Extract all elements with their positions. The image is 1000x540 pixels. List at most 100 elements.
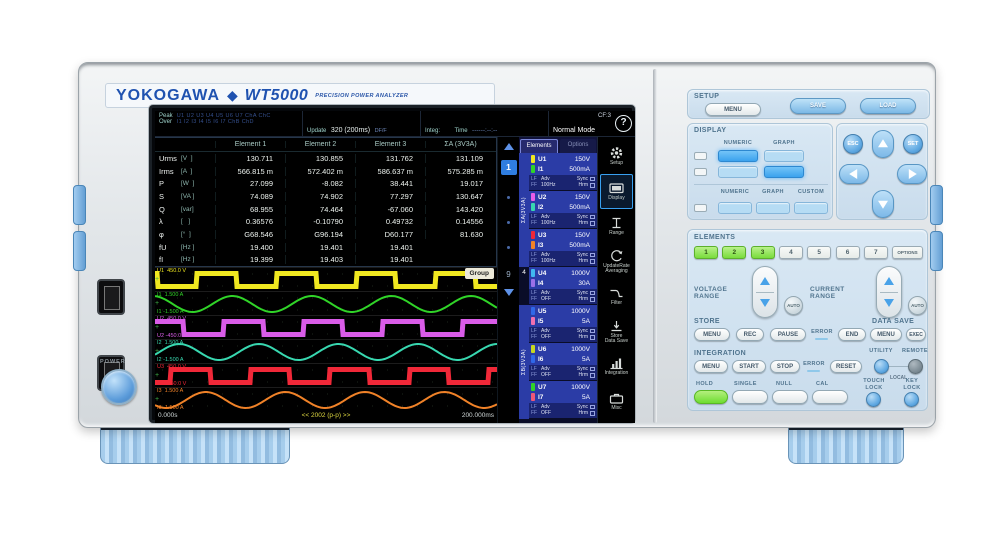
screen-menu-update[interactable]: UpdateRate Averaging xyxy=(598,244,635,279)
screen-menu-label: Range xyxy=(609,230,624,237)
u-color-chip xyxy=(531,307,535,315)
help-icon[interactable]: ? xyxy=(615,115,632,132)
utility-button[interactable] xyxy=(874,359,889,374)
element-key-7[interactable]: 7 xyxy=(863,246,888,259)
screen-menu-range[interactable]: Range xyxy=(598,209,635,244)
i-range: 5A xyxy=(582,393,590,401)
element-config-7[interactable]: U7 1000V I7 5A LF Adv Sync FF OFF Hrm xyxy=(529,381,597,418)
custom-numeric-button[interactable] xyxy=(718,202,752,214)
element-key-6[interactable]: 6 xyxy=(835,246,860,259)
voltage-range-rocker[interactable] xyxy=(752,266,778,318)
display1-numeric-button[interactable] xyxy=(718,150,758,162)
brand-maker: YOKOGAWA xyxy=(116,86,221,104)
arrow-left-button[interactable] xyxy=(839,164,869,184)
data-save-menu-button[interactable]: MENU xyxy=(870,328,902,341)
data-save-exec-button[interactable]: EXEC xyxy=(906,328,926,341)
voltage-auto-button[interactable]: AUTO xyxy=(784,296,803,315)
i-color-chip xyxy=(531,279,535,287)
mode-indicator: Normal Mode xyxy=(553,127,596,134)
current-range-rocker[interactable] xyxy=(876,266,902,318)
u-channel: U2 xyxy=(538,193,547,201)
screen-menu-label: Setup xyxy=(609,160,624,167)
store-pause-button[interactable]: PAUSE xyxy=(770,328,806,341)
integ-menu-button[interactable]: MENU xyxy=(694,360,728,373)
element-key-2[interactable]: 2 xyxy=(722,246,747,259)
function-name: λ xyxy=(159,217,163,227)
store-title: STORE xyxy=(694,318,720,325)
arrow-up-button[interactable] xyxy=(872,130,894,158)
page-last[interactable]: 9 xyxy=(506,270,511,279)
display-indicator-1 xyxy=(694,152,707,160)
unit: [ ] xyxy=(181,218,191,226)
load-button[interactable]: LOAD xyxy=(860,98,916,114)
single-button[interactable] xyxy=(732,390,768,404)
element-config-2[interactable]: U2 150V I2 500mA LF Adv Sync FF 100Hz Hrm xyxy=(529,191,597,228)
page-down-icon[interactable] xyxy=(503,289,514,296)
measurement-value: 143.420 xyxy=(425,204,495,214)
key-lock-button[interactable] xyxy=(904,392,919,407)
display2-numeric-button[interactable] xyxy=(718,166,758,178)
element-config-5[interactable]: U5 1000V I5 5A LF Adv Sync FF OFF Hrm xyxy=(529,305,597,342)
wave-label-top: U2 450.0 V xyxy=(157,316,187,322)
measurement-value: 74.089 xyxy=(215,191,285,201)
element-config-1[interactable]: U1 150V I1 500mA LF Adv Sync FF 100Hz Hrm xyxy=(529,153,597,190)
store-end-button[interactable]: END xyxy=(838,328,866,341)
cal-button[interactable] xyxy=(812,390,848,404)
page-current[interactable]: 1 xyxy=(500,160,517,175)
custom-graph-button[interactable] xyxy=(756,202,790,214)
custom-custom-button[interactable] xyxy=(794,202,828,214)
integ-stop-button[interactable]: STOP xyxy=(770,360,800,373)
display1-graph-button[interactable] xyxy=(764,150,804,162)
setup-menu-button[interactable]: MENU xyxy=(705,103,761,116)
touch-lock-button[interactable] xyxy=(866,392,881,407)
u-range: 1000V xyxy=(571,269,590,277)
tab-elements[interactable]: Elements xyxy=(520,139,558,153)
hold-button[interactable] xyxy=(694,390,728,404)
function-name: Q xyxy=(159,204,165,214)
store-menu-button[interactable]: MENU xyxy=(694,328,730,341)
screen-menu-display[interactable]: Display xyxy=(600,174,633,209)
arrow-right-button[interactable] xyxy=(897,164,927,184)
element-key-1[interactable]: 1 xyxy=(694,246,718,259)
display2-graph-button[interactable] xyxy=(764,166,804,178)
wave-strip-U3: U3 450.0 V U3 -450.0 V + xyxy=(155,363,497,387)
page-up-icon[interactable] xyxy=(503,143,514,150)
element-key-4[interactable]: 4 xyxy=(778,246,803,259)
arrow-down-button[interactable] xyxy=(872,190,894,218)
table-header-row: Element 1 Element 2 Element 3 ΣA (3V3A) xyxy=(155,138,496,152)
element-panel: Elements Options ΣA(3V3A) U1 150V I1 500mA LF… xyxy=(519,137,597,423)
time-center: << 2002 (p-p) >> xyxy=(301,412,351,419)
power-button[interactable] xyxy=(101,369,137,405)
element-config-6[interactable]: U6 1000V I6 5A LF Adv Sync FF OFF Hrm xyxy=(529,343,597,380)
function-name: fI xyxy=(159,255,164,265)
integ-error-label: ERROR xyxy=(803,361,825,367)
column-header: Element 1 xyxy=(215,141,285,148)
element-config-3[interactable]: U3 150V I3 500mA LF Adv Sync FF 100Hz Hrm xyxy=(529,229,597,266)
usb-port-top xyxy=(97,279,125,315)
element-config-4[interactable]: U4 1000V I4 30A LF Adv Sync FF OFF Hrm xyxy=(529,267,597,304)
screen-menu-gear[interactable]: Setup xyxy=(598,139,635,174)
null-button[interactable] xyxy=(772,390,808,404)
screen-menu-integration[interactable]: Integration xyxy=(598,349,635,384)
u-range: 1000V xyxy=(571,345,590,353)
screen-menu-misc[interactable]: Misc xyxy=(598,384,635,419)
wave-label-bottom: I3 -1.500 A xyxy=(157,405,184,411)
options-button[interactable]: OPTIONS xyxy=(892,246,923,259)
set-button[interactable]: SET xyxy=(903,134,923,154)
integ-reset-button[interactable]: RESET xyxy=(830,360,862,373)
current-auto-button[interactable]: AUTO xyxy=(908,296,927,315)
store-rec-button[interactable]: REC xyxy=(736,328,764,341)
save-button[interactable]: SAVE xyxy=(790,98,846,114)
screen-menu-filter[interactable]: Filter xyxy=(598,279,635,314)
esc-button[interactable]: ESC xyxy=(843,134,863,154)
remote-button[interactable] xyxy=(908,359,923,374)
unit: [V ] xyxy=(181,154,193,162)
screen-menu-store[interactable]: Store Data Save xyxy=(598,314,635,349)
group-button[interactable]: Group xyxy=(464,268,494,279)
function-name: Irms xyxy=(159,166,174,176)
integ-start-button[interactable]: START xyxy=(732,360,766,373)
element-key-5[interactable]: 5 xyxy=(807,246,832,259)
tab-options[interactable]: Options xyxy=(560,139,596,153)
unit: [Hz ] xyxy=(181,243,195,251)
element-key-3[interactable]: 3 xyxy=(750,246,775,259)
